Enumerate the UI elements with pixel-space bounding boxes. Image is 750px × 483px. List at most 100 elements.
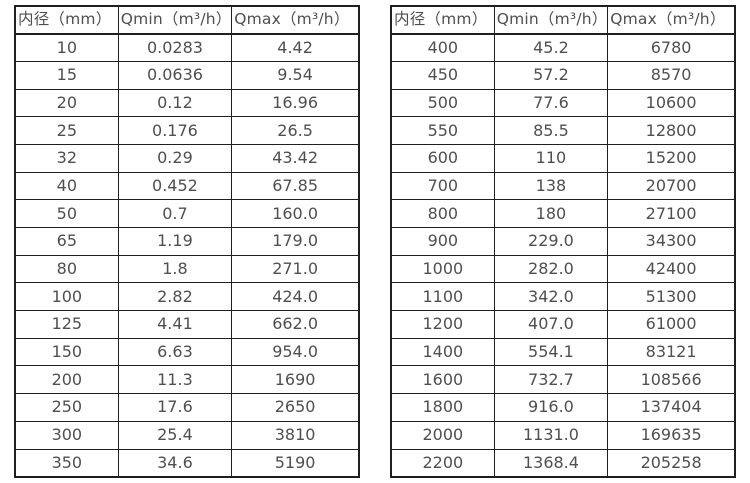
table-cell: 11.3: [117, 365, 233, 395]
table-header-row: 内径（mm） Qmin（m³/h） Qmax（m³/h）: [14, 5, 360, 35]
table-cell: 0.452: [117, 171, 233, 201]
table-row: 25 0.176 26.5: [14, 116, 360, 145]
table-row: 80 1.8 271.0: [14, 254, 360, 284]
table-cell: 9.54: [231, 60, 360, 90]
table-row: 40 0.452 67.85: [14, 171, 360, 201]
table-row: 15 0.0636 9.54: [14, 60, 360, 90]
table-cell: 916.0: [493, 393, 609, 422]
table-cell: 61000: [607, 310, 736, 339]
table-cell: 1368.4: [493, 448, 609, 478]
table-cell: 67.85: [231, 171, 360, 201]
table-row: 1200 407.0 61000: [390, 310, 736, 339]
table-cell: 169635: [607, 420, 736, 450]
table-cell: 4.42: [231, 33, 360, 62]
table-cell: 25.4: [117, 420, 233, 450]
table-cell: 85.5: [493, 116, 609, 145]
table-body: 400 45.2 6780 450 57.2 8570 500 77.6 10600 550 85.…: [390, 33, 736, 478]
table-cell: 732.7: [493, 365, 609, 395]
table-cell: 17.6: [117, 393, 233, 422]
table-cell: 65: [14, 227, 119, 256]
table-cell: 400: [390, 33, 495, 62]
table-cell: 10600: [607, 88, 736, 118]
table-cell: 42400: [607, 254, 736, 284]
table-cell: 15: [14, 60, 119, 90]
table-cell: 34300: [607, 227, 736, 256]
table-cell: 1400: [390, 337, 495, 367]
table-row: 2200 1368.4 205258: [390, 448, 736, 478]
table-header-row: 内径（mm） Qmin（m³/h） Qmax（m³/h）: [390, 5, 736, 35]
table-cell: 2650: [231, 393, 360, 422]
header-qmax: Qmax（m³/h）: [231, 5, 360, 35]
table-cell: 407.0: [493, 310, 609, 339]
table-row: 2000 1131.0 169635: [390, 420, 736, 450]
table-row: 800 180 27100: [390, 199, 736, 228]
table-cell: 554.1: [493, 337, 609, 367]
table-cell: 12800: [607, 116, 736, 145]
table-row: 250 17.6 2650: [14, 393, 360, 422]
table-cell: 0.7: [117, 199, 233, 228]
table-cell: 250: [14, 393, 119, 422]
table-cell: 900: [390, 227, 495, 256]
table-cell: 200: [14, 365, 119, 395]
table-cell: 4.41: [117, 310, 233, 339]
table-cell: 1690: [231, 365, 360, 395]
table-row: 1000 282.0 42400: [390, 254, 736, 284]
table-cell: 50: [14, 199, 119, 228]
table-row: 500 77.6 10600: [390, 88, 736, 118]
table-cell: 6780: [607, 33, 736, 62]
table-cell: 500: [390, 88, 495, 118]
table-cell: 10: [14, 33, 119, 62]
table-cell: 25: [14, 116, 119, 145]
table-cell: 125: [14, 310, 119, 339]
table-cell: 77.6: [493, 88, 609, 118]
table-cell: 16.96: [231, 88, 360, 118]
header-inner-diameter: 内径（mm）: [14, 5, 119, 35]
table-cell: 1.19: [117, 227, 233, 256]
table-cell: 700: [390, 171, 495, 201]
table-cell: 1200: [390, 310, 495, 339]
table-row: 200 11.3 1690: [14, 365, 360, 395]
table-cell: 180: [493, 199, 609, 228]
table-cell: 271.0: [231, 254, 360, 284]
table-cell: 110: [493, 143, 609, 173]
table-cell: 20700: [607, 171, 736, 201]
table-cell: 51300: [607, 282, 736, 312]
table-cell: 300: [14, 420, 119, 450]
table-cell: 800: [390, 199, 495, 228]
table-row: 150 6.63 954.0: [14, 337, 360, 367]
header-qmin: Qmin（m³/h）: [493, 5, 609, 35]
table-cell: 0.29: [117, 143, 233, 173]
table-cell: 1000: [390, 254, 495, 284]
table-cell: 550: [390, 116, 495, 145]
table-row: 550 85.5 12800: [390, 116, 736, 145]
table-cell: 0.0283: [117, 33, 233, 62]
table-cell: 1131.0: [493, 420, 609, 450]
table-row: 900 229.0 34300: [390, 227, 736, 256]
table-cell: 8570: [607, 60, 736, 90]
table-cell: 150: [14, 337, 119, 367]
table-cell: 205258: [607, 448, 736, 478]
table-row: 1800 916.0 137404: [390, 393, 736, 422]
table-cell: 2000: [390, 420, 495, 450]
table-cell: 32: [14, 143, 119, 173]
table-row: 1600 732.7 108566: [390, 365, 736, 395]
table-row: 20 0.12 16.96: [14, 88, 360, 118]
table-cell: 3810: [231, 420, 360, 450]
table-cell: 6.63: [117, 337, 233, 367]
table-row: 1100 342.0 51300: [390, 282, 736, 312]
table-cell: 100: [14, 282, 119, 312]
table-cell: 2.82: [117, 282, 233, 312]
header-qmin: Qmin（m³/h）: [117, 5, 233, 35]
table-cell: 350: [14, 448, 119, 478]
table-row: 50 0.7 160.0: [14, 199, 360, 228]
table-row: 700 138 20700: [390, 171, 736, 201]
header-qmax: Qmax（m³/h）: [607, 5, 736, 35]
table-cell: 662.0: [231, 310, 360, 339]
table-cell: 138: [493, 171, 609, 201]
table-cell: 40: [14, 171, 119, 201]
table-cell: 57.2: [493, 60, 609, 90]
header-inner-diameter: 内径（mm）: [390, 5, 495, 35]
table-cell: 0.176: [117, 116, 233, 145]
table-cell: 26.5: [231, 116, 360, 145]
